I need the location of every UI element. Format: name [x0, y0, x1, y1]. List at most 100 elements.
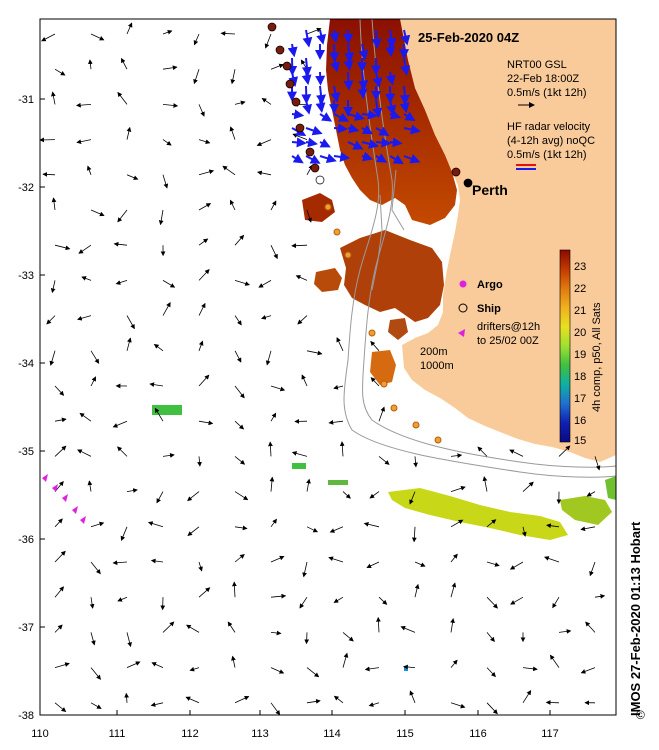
current-arrow: [370, 340, 380, 352]
current-arrow: [486, 596, 498, 609]
radar-arrow: [400, 29, 411, 46]
current-arrow: [256, 139, 272, 147]
current-arrow: [580, 667, 596, 674]
current-arrow: [378, 406, 385, 422]
radar-arrow: [386, 29, 397, 49]
model-current-arrows: [40, 22, 606, 715]
current-arrow: [509, 449, 524, 457]
current-arrow: [126, 126, 132, 140]
current-arrow: [366, 561, 380, 569]
current-arrow: [270, 518, 277, 528]
current-arrow: [162, 453, 175, 458]
current-arrow: [301, 374, 308, 387]
colorbar-tick: 18: [574, 371, 586, 383]
radar-arrow: [389, 137, 403, 148]
current-arrow: [558, 629, 572, 634]
current-arrow: [234, 385, 245, 399]
current-arrow: [521, 526, 527, 537]
current-arrow: [90, 350, 100, 364]
colorbar-tick: 23: [574, 261, 586, 273]
radar-arrow: [389, 154, 404, 165]
colorbar-tick: 21: [574, 305, 586, 317]
current-arrow: [234, 456, 246, 465]
legend-radar-line1: HF radar velocity: [507, 121, 591, 133]
current-arrow: [411, 526, 417, 543]
legend-ship: Ship: [477, 303, 501, 315]
isobaths: [343, 19, 616, 478]
current-arrow: [232, 581, 237, 598]
x-tick-label: 113: [251, 728, 269, 740]
radar-arrow: [319, 153, 337, 164]
current-arrow: [342, 491, 351, 499]
radar-arrow: [361, 124, 374, 135]
current-arrow: [291, 243, 308, 249]
current-arrow: [234, 525, 248, 531]
y-tick-label: -32: [18, 182, 34, 194]
colorbar-tick: 19: [574, 349, 586, 361]
radar-arrow: [291, 137, 307, 148]
current-arrow: [90, 209, 105, 217]
radar-arrow: [344, 43, 355, 63]
drifter-tracks: [42, 474, 86, 524]
x-tick-label: 112: [181, 728, 199, 740]
current-arrow: [198, 587, 211, 598]
current-arrow: [90, 702, 102, 709]
current-arrow: [270, 667, 285, 674]
current-arrow: [450, 582, 457, 598]
radar-arrow: [305, 154, 321, 164]
current-arrow: [198, 169, 215, 176]
radar-arrow: [372, 71, 383, 88]
current-arrow: [270, 555, 285, 563]
radar-arrow: [403, 154, 421, 164]
current-arrow: [306, 478, 311, 492]
current-arrow: [342, 652, 349, 668]
radar-arrow: [330, 57, 340, 73]
radar-arrow: [329, 43, 340, 63]
current-arrow: [41, 33, 56, 42]
radar-arrow: [302, 29, 313, 48]
current-arrow: [450, 453, 463, 458]
current-arrow: [42, 172, 56, 177]
current-arrow: [113, 241, 128, 247]
current-arrow: [153, 343, 164, 352]
current-arrow: [227, 621, 236, 633]
current-arrow: [162, 621, 175, 633]
isobath-label-1000m: 1000m: [420, 360, 454, 372]
current-arrow: [450, 519, 464, 528]
isobath-label-200m: 200m: [420, 346, 448, 358]
current-arrow: [270, 702, 281, 715]
current-arrow: [400, 626, 416, 633]
radar-arrow: [343, 57, 354, 71]
legend-drifters-line1: drifters@12h: [477, 321, 540, 333]
current-arrow: [90, 33, 105, 41]
current-arrow: [193, 69, 200, 85]
current-arrow: [414, 561, 426, 567]
current-arrow: [234, 491, 249, 501]
y-axis: -31 -32 -33 -34 -35 -36 -37 -38: [18, 94, 45, 722]
current-arrow: [291, 451, 308, 457]
legend-model-line1: NRT00 GSL: [507, 59, 567, 71]
x-tick-label: 110: [31, 728, 49, 740]
radar-arrow: [333, 112, 350, 122]
current-arrow: [369, 491, 380, 499]
current-arrow: [158, 209, 164, 226]
current-arrow: [261, 97, 272, 105]
radar-arrow: [361, 151, 374, 162]
current-arrow: [198, 420, 214, 426]
current-arrow: [594, 456, 601, 471]
current-arrow: [546, 523, 560, 529]
current-arrow: [126, 337, 132, 351]
current-arrow: [187, 526, 200, 536]
current-arrow: [477, 446, 488, 457]
current-arrow: [126, 174, 139, 180]
current-arrow: [270, 593, 287, 599]
current-arrow: [198, 203, 212, 211]
current-arrow: [117, 596, 128, 602]
current-arrow: [112, 420, 128, 428]
radar-arrow: [316, 29, 327, 45]
radar-arrow: [400, 57, 411, 76]
current-arrow: [580, 526, 596, 532]
colorbar: 23 22 21 20 19 18 17 16 15 4h comp, p50,…: [559, 249, 603, 447]
current-arrow: [370, 377, 380, 387]
